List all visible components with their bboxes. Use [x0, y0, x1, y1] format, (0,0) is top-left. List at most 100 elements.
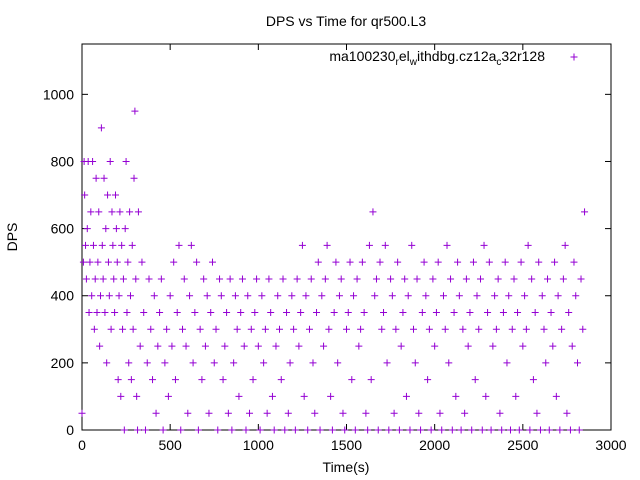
data-point [258, 292, 266, 300]
data-point [88, 292, 96, 300]
data-point [365, 241, 373, 249]
data-point [93, 309, 101, 317]
data-point [163, 325, 171, 333]
data-point [316, 426, 324, 434]
data-point [321, 275, 329, 283]
data-point [556, 426, 564, 434]
data-point [563, 409, 571, 417]
data-point [390, 409, 398, 417]
data-point [424, 376, 432, 384]
x-tick-label: 1000 [243, 437, 274, 453]
data-point [325, 325, 333, 333]
data-point [388, 292, 396, 300]
data-point [452, 392, 460, 400]
data-point [462, 275, 470, 283]
data-point [293, 275, 301, 283]
data-point [374, 426, 382, 434]
data-point [484, 309, 492, 317]
data-point [344, 309, 352, 317]
data-point [339, 409, 347, 417]
data-point [320, 342, 328, 350]
data-point [536, 426, 544, 434]
data-point [120, 426, 128, 434]
data-point [447, 275, 455, 283]
data-point [85, 309, 93, 317]
data-point [118, 241, 126, 249]
data-point [123, 309, 131, 317]
data-point [515, 426, 523, 434]
data-point [191, 309, 199, 317]
data-point [401, 275, 409, 283]
data-point [533, 409, 541, 417]
data-point [98, 241, 106, 249]
data-point [568, 342, 576, 350]
data-point [311, 409, 319, 417]
data-point [395, 426, 403, 434]
data-point [231, 292, 239, 300]
data-point [372, 275, 380, 283]
data-point [240, 342, 248, 350]
data-point [119, 275, 127, 283]
data-point [82, 275, 90, 283]
data-point [464, 342, 472, 350]
data-point [203, 292, 211, 300]
data-point [237, 309, 245, 317]
data-point [307, 275, 315, 283]
data-point [496, 409, 504, 417]
data-point [238, 275, 246, 283]
data-point [544, 275, 552, 283]
data-point [256, 426, 264, 434]
data-point [510, 275, 518, 283]
data-point [99, 275, 107, 283]
data-point [438, 426, 446, 434]
data-point [201, 342, 209, 350]
data-point [410, 325, 418, 333]
data-point [371, 292, 379, 300]
data-point [126, 208, 134, 216]
data-point [482, 392, 490, 400]
data-point [521, 292, 529, 300]
data-point [221, 342, 229, 350]
data-point [104, 258, 112, 266]
data-point [110, 275, 118, 283]
data-point [549, 342, 557, 350]
data-point [81, 191, 89, 199]
data-point [350, 292, 358, 300]
data-point [115, 292, 123, 300]
data-point [157, 275, 165, 283]
data-point [327, 392, 335, 400]
data-point [498, 426, 506, 434]
data-point [434, 258, 442, 266]
legend-label-part: ithdbg.cz12a [417, 48, 497, 64]
data-point [104, 191, 112, 199]
data-point [198, 376, 206, 384]
data-point [552, 392, 560, 400]
data-point [175, 241, 183, 249]
data-point [415, 409, 423, 417]
data-point [288, 292, 296, 300]
data-point [105, 292, 113, 300]
data-point [551, 258, 559, 266]
data-point [341, 426, 349, 434]
data-point [89, 157, 97, 165]
data-point [279, 275, 287, 283]
data-point [205, 409, 213, 417]
data-point [284, 409, 292, 417]
data-point [272, 342, 280, 350]
data-point [394, 258, 402, 266]
data-point [522, 325, 530, 333]
plot-frame [81, 43, 612, 431]
data-point [114, 376, 122, 384]
data-point [387, 275, 395, 283]
data-point [461, 409, 469, 417]
data-point [124, 258, 132, 266]
data-point [152, 409, 160, 417]
data-point [113, 258, 121, 266]
data-point [177, 426, 185, 434]
data-point [381, 241, 389, 249]
y-tick-label: 200 [51, 355, 75, 371]
data-point [517, 258, 525, 266]
data-point [196, 325, 204, 333]
data-point [392, 325, 400, 333]
data-point [244, 292, 252, 300]
